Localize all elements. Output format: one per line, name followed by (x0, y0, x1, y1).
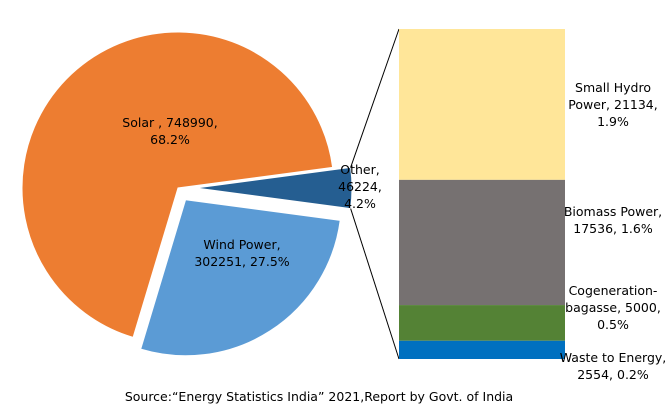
pie-slices (21, 31, 353, 357)
data-label-other: Other, 46224, 4.2% (338, 162, 382, 211)
connector-line-bottom (350, 208, 400, 360)
pie-slice-solar (21, 31, 334, 339)
pie-slice-other (195, 166, 353, 210)
bar-segment-biomass-power (399, 179, 565, 306)
connector-lines (350, 28, 400, 360)
data-label-biomass-power: Biomass Power, 17536, 1.6% (564, 204, 662, 236)
bar-segment-cogeneration-bagasse (399, 305, 565, 341)
source-note: Source:“Energy Statistics India” 2021,Re… (125, 389, 513, 404)
breakdown-bar (399, 29, 565, 359)
bar-segment-waste-to-energy (399, 340, 565, 359)
data-label-waste-to-energy: Waste to Energy, 2554, 0.2% (560, 350, 667, 382)
data-labels: Solar , 748990, 68.2% Wind Power, 302251, 2… (122, 80, 666, 382)
bar-segment-small-hydro-power (399, 29, 565, 180)
data-label-solar: Solar , 748990, 68.2% (122, 115, 217, 147)
data-label-cogeneration-bagasse: Cogeneration-bagasse, 5000, 0.5% (565, 283, 661, 332)
connector-line-top (350, 28, 400, 168)
pie-slice-wind-power (140, 199, 341, 357)
data-label-wind-power: Wind Power, 302251, 27.5% (194, 237, 289, 269)
data-label-small-hydro-power: Small Hydro Power, 21134, 1.9% (568, 80, 657, 129)
